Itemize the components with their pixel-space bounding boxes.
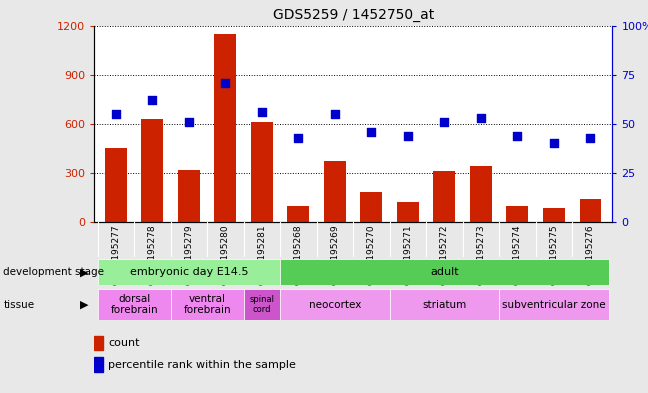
Point: [257, 109, 267, 115]
Text: tissue: tissue: [3, 299, 34, 310]
Text: embryonic day E14.5: embryonic day E14.5: [130, 267, 248, 277]
Point: [220, 79, 231, 86]
Point: [549, 140, 559, 147]
Bar: [280, 259, 608, 285]
Bar: [94, 358, 103, 372]
Bar: [98, 289, 170, 320]
Text: spinal
cord: spinal cord: [249, 295, 274, 314]
Point: [513, 132, 523, 139]
Point: [183, 119, 194, 125]
Point: [476, 115, 486, 121]
Bar: [470, 166, 492, 222]
Text: subventricular zone: subventricular zone: [502, 299, 606, 310]
Bar: [94, 336, 103, 350]
Bar: [389, 289, 499, 320]
Bar: [397, 202, 419, 222]
Point: [366, 129, 376, 135]
Text: percentile rank within the sample: percentile rank within the sample: [108, 360, 296, 369]
Text: striatum: striatum: [422, 299, 467, 310]
Bar: [579, 199, 601, 222]
Point: [585, 134, 596, 141]
Point: [330, 111, 340, 117]
Point: [403, 132, 413, 139]
Bar: [141, 119, 163, 222]
Text: development stage: development stage: [3, 267, 104, 277]
Point: [293, 134, 303, 141]
Point: [439, 119, 450, 125]
Text: ▶: ▶: [80, 299, 89, 310]
Bar: [244, 289, 280, 320]
Bar: [214, 34, 237, 222]
Bar: [105, 148, 127, 222]
Bar: [434, 171, 456, 222]
Bar: [288, 206, 309, 222]
Bar: [360, 192, 382, 222]
Bar: [499, 289, 608, 320]
Title: GDS5259 / 1452750_at: GDS5259 / 1452750_at: [273, 8, 434, 22]
Text: ventral
forebrain: ventral forebrain: [183, 294, 231, 315]
Bar: [170, 289, 244, 320]
Text: neocortex: neocortex: [308, 299, 361, 310]
Bar: [251, 122, 273, 222]
Text: count: count: [108, 338, 140, 348]
Point: [147, 97, 157, 103]
Bar: [98, 259, 280, 285]
Text: dorsal
forebrain: dorsal forebrain: [110, 294, 158, 315]
Bar: [280, 289, 389, 320]
Bar: [324, 162, 346, 222]
Point: [111, 111, 121, 117]
Text: adult: adult: [430, 267, 459, 277]
Bar: [543, 208, 565, 222]
Bar: [507, 206, 528, 222]
Text: ▶: ▶: [80, 267, 89, 277]
Bar: [178, 170, 200, 222]
